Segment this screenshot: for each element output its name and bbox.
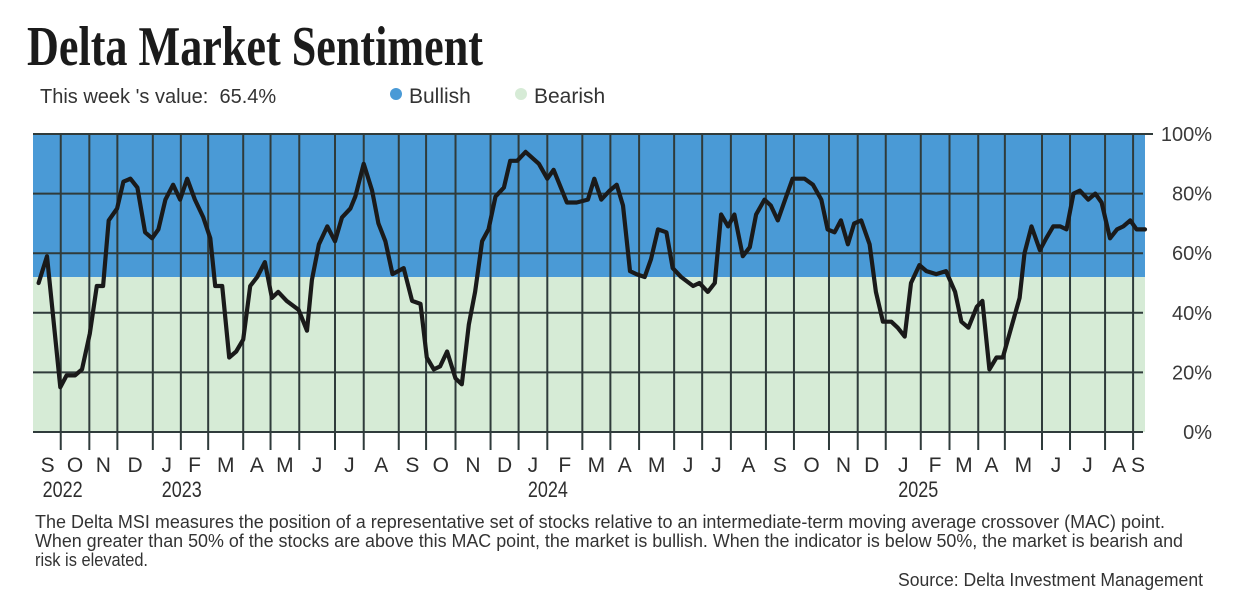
- month-label: M: [648, 454, 666, 477]
- source-note: Source: Delta Investment Management: [898, 570, 1203, 590]
- y-tick-label: 80%: [1172, 184, 1212, 206]
- month-label: D: [128, 454, 143, 477]
- month-label: F: [188, 454, 201, 477]
- month-label: J: [162, 454, 173, 477]
- month-label: A: [984, 454, 998, 477]
- footnote-line-2: When greater than 50% of the stocks are …: [35, 531, 1183, 551]
- month-label: J: [683, 454, 694, 477]
- year-label: 2023: [162, 477, 202, 502]
- month-label: D: [497, 454, 512, 477]
- series-layer: [36, 149, 1148, 390]
- footnote-line-1: The Delta MSI measures the position of a…: [35, 512, 1165, 532]
- month-label: J: [528, 454, 539, 477]
- month-label: J: [898, 454, 909, 477]
- zone-bearish: [33, 277, 1145, 432]
- month-label: O: [803, 454, 819, 477]
- bearish-dot-icon: [515, 88, 527, 100]
- month-label: N: [96, 454, 111, 477]
- month-label: A: [374, 454, 388, 477]
- y-tick-label: 0%: [1183, 422, 1212, 444]
- month-label: F: [558, 454, 571, 477]
- month-label: M: [217, 454, 235, 477]
- legend-item-bullish: Bullish: [390, 85, 471, 109]
- legend-label-bullish: Bullish: [409, 85, 471, 108]
- month-label: J: [1082, 454, 1093, 477]
- y-tick-label: 40%: [1172, 303, 1212, 325]
- month-label: A: [1112, 454, 1126, 477]
- month-label: N: [465, 454, 480, 477]
- this-week-value: This week 's value: 65.4%: [40, 86, 277, 108]
- footnote-line-3: risk is elevated.: [35, 550, 148, 570]
- month-label: O: [433, 454, 449, 477]
- month-label: A: [618, 454, 632, 477]
- y-tick-label: 100%: [1161, 124, 1212, 146]
- month-label: M: [955, 454, 973, 477]
- month-label: S: [41, 454, 55, 477]
- month-label: O: [67, 454, 83, 477]
- month-label: M: [1015, 454, 1033, 477]
- month-label: M: [588, 454, 606, 477]
- month-label: N: [836, 454, 851, 477]
- chart-title: Delta Market Sentiment: [27, 16, 483, 78]
- month-label: S: [1131, 454, 1145, 477]
- month-label: M: [276, 454, 294, 477]
- legend-item-bearish: Bearish: [515, 85, 605, 109]
- month-label: A: [250, 454, 264, 477]
- legend-label-bearish: Bearish: [534, 85, 606, 108]
- bullish-dot-icon: [390, 88, 402, 100]
- grid-layer: [33, 133, 1153, 450]
- y-tick-label: 20%: [1172, 362, 1212, 384]
- month-label: J: [711, 454, 722, 477]
- year-label: 2025: [898, 477, 938, 502]
- y-tick-label: 60%: [1172, 243, 1212, 265]
- year-label: 2022: [43, 477, 83, 502]
- year-label: 2024: [528, 477, 568, 502]
- month-label: A: [741, 454, 755, 477]
- month-label: F: [929, 454, 942, 477]
- month-label: J: [312, 454, 323, 477]
- month-label: S: [773, 454, 787, 477]
- month-label: D: [864, 454, 879, 477]
- month-label: J: [1051, 454, 1062, 477]
- y-axis-labels: 0% 20% 40% 60% 80% 100%: [1161, 124, 1212, 444]
- month-label: S: [405, 454, 419, 477]
- month-label: J: [344, 454, 355, 477]
- x-axis-labels: S O N D J F M A M J J A S O N D J F M A M J J A S O N D J F M A M J J A S202…: [41, 454, 1145, 502]
